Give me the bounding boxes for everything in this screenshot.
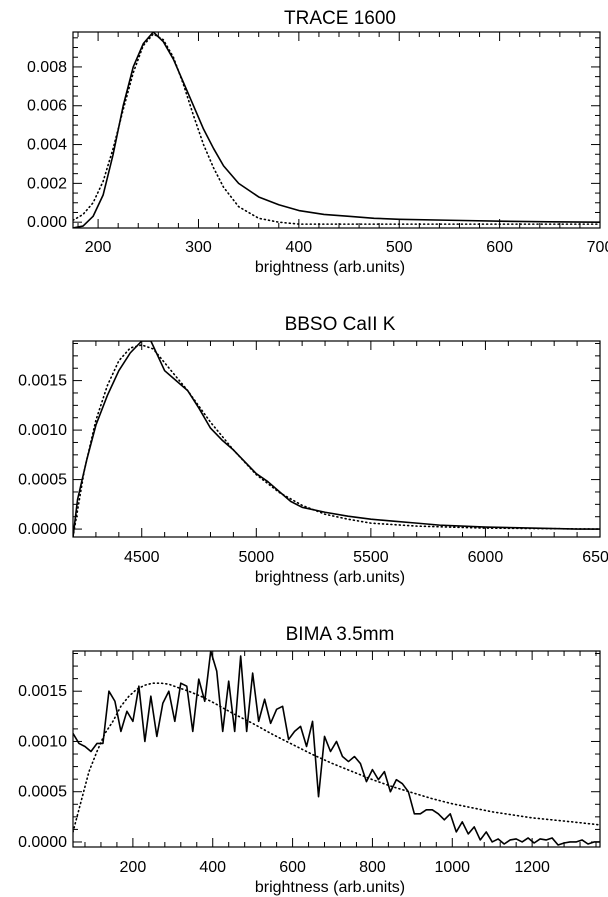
x-axis-label-text: brightness (arb.units) — [255, 879, 405, 896]
x-tick-label: 1000 — [434, 859, 470, 876]
x-tick-label: 5500 — [353, 549, 389, 566]
x-tick-label: 700 — [587, 239, 608, 256]
x-axis-label: brightness (arb.units) — [255, 569, 405, 586]
plot-area: 200 400 600 800 1000 1200 0.0000 0.0005 0.0010 0.… — [18, 650, 601, 876]
y-tick-label: 0.0015 — [18, 683, 67, 700]
x-tick-label: 800 — [359, 859, 386, 876]
plot-frame — [72, 340, 601, 538]
y-tick-label: 0.008 — [27, 59, 67, 76]
y-tick-label: 0.0010 — [18, 422, 67, 439]
x-tick-label: 300 — [185, 239, 212, 256]
x-tick-label: 200 — [85, 239, 112, 256]
data-line-solid — [73, 651, 600, 846]
series-group — [73, 651, 600, 846]
x-tick-label: 200 — [120, 859, 147, 876]
data-line-solid — [73, 341, 600, 537]
x-axis-label: brightness (arb.units) — [255, 879, 405, 896]
series-group — [73, 341, 600, 537]
x-tick-label: 6000 — [468, 549, 504, 566]
chart-title: BIMA 3.5mm — [286, 624, 395, 645]
x-tick-label: 400 — [286, 239, 313, 256]
series-group — [73, 32, 600, 228]
panel-trace-1600: TRACE 1600 brightness (arb.units) 200 300… — [27, 8, 608, 276]
plot-frame — [72, 31, 601, 229]
y-tick-label: 0.0015 — [18, 373, 67, 390]
y-tick-label: 0.006 — [27, 98, 67, 115]
fit-line-dotted — [73, 682, 600, 833]
x-tick-label: 600 — [486, 239, 513, 256]
x-tick-label: 5000 — [239, 549, 275, 566]
chart-title: BBSO CaII K — [285, 314, 396, 335]
y-tick-label: 0.0000 — [18, 834, 67, 851]
fit-line-dotted — [73, 344, 600, 537]
x-tick-label: 500 — [386, 239, 413, 256]
panel-bbso-caii-k: BBSO CaII K brightness (arb.units) 4500 5… — [18, 314, 608, 586]
x-axis-label: brightness (arb.units) — [255, 259, 405, 276]
fit-line-dotted — [73, 32, 600, 225]
x-axis-label-text: brightness (arb.units) — [255, 569, 405, 586]
plot-area: 200 300 400 500 600 700 0.000 0.002 0.004 0.006 0.… — [27, 31, 608, 256]
chart-title: TRACE 1600 — [284, 8, 396, 29]
x-tick-label: 4500 — [124, 549, 160, 566]
y-tick-label: 0.004 — [27, 137, 67, 154]
y-tick-label: 0.0005 — [18, 472, 67, 489]
x-tick-label: 1200 — [514, 859, 550, 876]
x-tick-label: 600 — [279, 859, 306, 876]
y-tick-label: 0.0000 — [18, 521, 67, 538]
x-axis-label-text: brightness (arb.units) — [255, 259, 405, 276]
y-tick-label: 0.0005 — [18, 784, 67, 801]
y-tick-label: 0.0010 — [18, 733, 67, 750]
panel-bima-3-5mm: BIMA 3.5mm brightness (arb.units) 200 400… — [18, 624, 601, 896]
y-tick-label: 0.002 — [27, 175, 67, 192]
y-tick-label: 0.000 — [27, 214, 67, 231]
plot-frame — [72, 650, 601, 848]
data-line-solid — [73, 32, 600, 228]
x-tick-label: 400 — [199, 859, 226, 876]
